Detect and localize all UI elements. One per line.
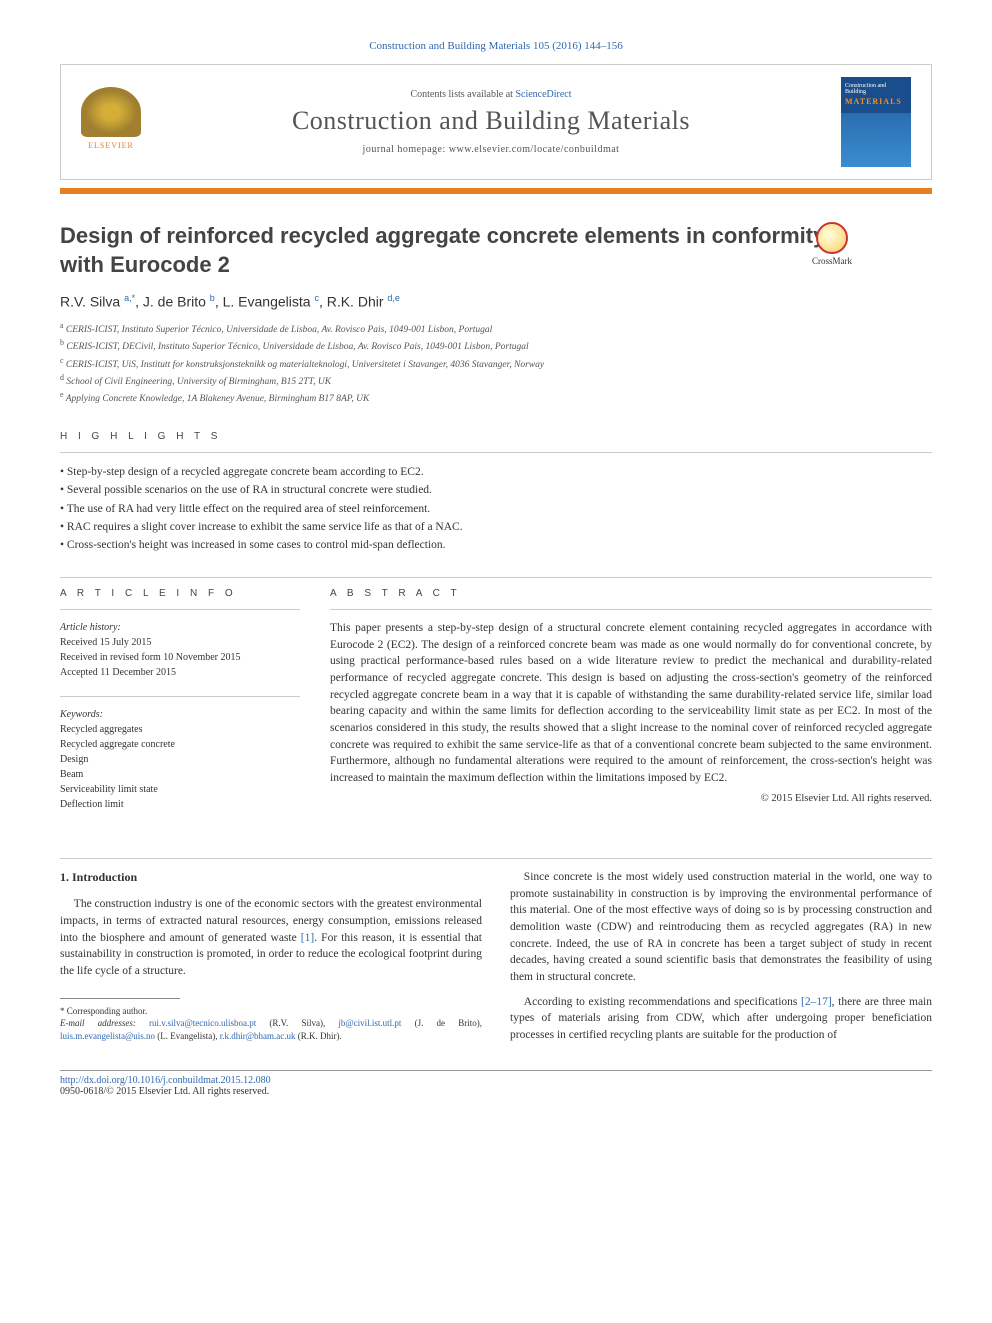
intro-heading: 1. Introduction: [60, 869, 482, 886]
highlights-list: Step-by-step design of a recycled aggreg…: [60, 463, 932, 555]
elsevier-label: ELSEVIER: [81, 141, 141, 150]
ref-link-1[interactable]: [1]: [301, 932, 314, 944]
email-link-4[interactable]: r.k.dhir@bham.ac.uk: [220, 1031, 296, 1041]
crossmark-label: CrossMark: [792, 256, 872, 266]
footnotes: * Corresponding author. E-mail addresses…: [60, 1005, 482, 1043]
history-label: Article history:: [60, 620, 300, 635]
intro-para-right-2: According to existing recommendations an…: [510, 994, 932, 1044]
divider: [60, 609, 300, 610]
affiliation-line: c CERIS-ICIST, UiS, Institutt for konstr…: [60, 355, 932, 372]
orange-divider: [60, 188, 932, 194]
highlight-item: Several possible scenarios on the use of…: [60, 481, 932, 499]
email-addresses: E-mail addresses: rui.v.silva@tecnico.ul…: [60, 1017, 482, 1042]
journal-name: Construction and Building Materials: [161, 106, 821, 136]
affiliation-line: a CERIS-ICIST, Instituto Superior Técnic…: [60, 320, 932, 337]
history-accepted: Accepted 11 December 2015: [60, 665, 300, 680]
issn-copyright: 0950-0618/© 2015 Elsevier Ltd. All right…: [60, 1086, 932, 1097]
abstract-copyright: © 2015 Elsevier Ltd. All rights reserved…: [330, 793, 932, 804]
affiliation-line: d School of Civil Engineering, Universit…: [60, 372, 932, 389]
history-revised: Received in revised form 10 November 201…: [60, 650, 300, 665]
author-name-4: (R.K. Dhir).: [298, 1031, 342, 1041]
crossmark-badge[interactable]: CrossMark: [792, 222, 872, 266]
doi-link[interactable]: http://dx.doi.org/10.1016/j.conbuildmat.…: [60, 1075, 271, 1086]
sciencedirect-link[interactable]: ScienceDirect: [515, 89, 571, 100]
keyword-item: Deflection limit: [60, 797, 300, 812]
journal-cover-thumb: Construction and Building MATERIALS: [841, 77, 911, 167]
highlights-head: H I G H L I G H T S: [60, 431, 932, 442]
email-link-2[interactable]: jb@civil.ist.utl.pt: [338, 1018, 401, 1028]
emails-label: E-mail addresses:: [60, 1018, 136, 1028]
keyword-item: Beam: [60, 767, 300, 782]
affiliations: a CERIS-ICIST, Instituto Superior Técnic…: [60, 320, 932, 407]
footer-bar: http://dx.doi.org/10.1016/j.conbuildmat.…: [60, 1070, 932, 1097]
homepage-url[interactable]: www.elsevier.com/locate/conbuildmat: [449, 144, 620, 155]
article-history: Article history: Received 15 July 2015 R…: [60, 620, 300, 680]
keyword-item: Design: [60, 752, 300, 767]
highlight-item: The use of RA had very little effect on …: [60, 500, 932, 518]
keyword-item: Serviceability limit state: [60, 782, 300, 797]
authors: R.V. Silva a,*, J. de Brito b, L. Evange…: [60, 293, 932, 310]
contents-prefix: Contents lists available at: [410, 89, 515, 100]
cover-line2: MATERIALS: [845, 97, 902, 106]
citation: Construction and Building Materials 105 …: [60, 40, 932, 52]
divider: [60, 858, 932, 859]
abstract-text: This paper presents a step-by-step desig…: [330, 620, 932, 787]
affiliation-line: b CERIS-ICIST, DECivil, Instituto Superi…: [60, 337, 932, 354]
corresponding-author: * Corresponding author.: [60, 1005, 482, 1018]
contents-line: Contents lists available at ScienceDirec…: [161, 89, 821, 100]
email-link-3[interactable]: luis.m.evangelista@uis.no: [60, 1031, 155, 1041]
author-name-3: (L. Evangelista),: [157, 1031, 217, 1041]
journal-header: ELSEVIER Contents lists available at Sci…: [60, 64, 932, 180]
cover-line1: Construction and Building: [845, 83, 907, 95]
affiliation-line: e Applying Concrete Knowledge, 1A Blaken…: [60, 389, 932, 406]
highlight-item: RAC requires a slight cover increase to …: [60, 518, 932, 536]
divider: [60, 577, 932, 578]
divider: [60, 696, 300, 697]
highlight-item: Cross-section's height was increased in …: [60, 536, 932, 554]
keyword-item: Recycled aggregates: [60, 722, 300, 737]
intro-r2-a: According to existing recommendations an…: [524, 996, 801, 1008]
article-info-head: A R T I C L E I N F O: [60, 588, 300, 599]
author-name-1: (R.V. Silva),: [269, 1018, 325, 1028]
elsevier-logo: ELSEVIER: [81, 87, 141, 157]
intro-para-right-1: Since concrete is the most widely used c…: [510, 869, 932, 986]
ref-link-2-17[interactable]: [2–17]: [801, 996, 832, 1008]
keyword-item: Recycled aggregate concrete: [60, 737, 300, 752]
keywords-label: Keywords:: [60, 707, 300, 722]
history-received: Received 15 July 2015: [60, 635, 300, 650]
divider: [330, 609, 932, 610]
crossmark-icon: [816, 222, 848, 254]
keywords-block: Keywords: Recycled aggregatesRecycled ag…: [60, 707, 300, 812]
divider: [60, 452, 932, 453]
highlight-item: Step-by-step design of a recycled aggreg…: [60, 463, 932, 481]
homepage-prefix: journal homepage:: [363, 144, 449, 155]
intro-para-1: The construction industry is one of the …: [60, 896, 482, 979]
author-name-2: (J. de Brito),: [415, 1018, 482, 1028]
footnote-separator: [60, 998, 180, 999]
abstract-head: A B S T R A C T: [330, 588, 932, 599]
homepage-line: journal homepage: www.elsevier.com/locat…: [161, 144, 821, 155]
email-link-1[interactable]: rui.v.silva@tecnico.ulisboa.pt: [149, 1018, 256, 1028]
